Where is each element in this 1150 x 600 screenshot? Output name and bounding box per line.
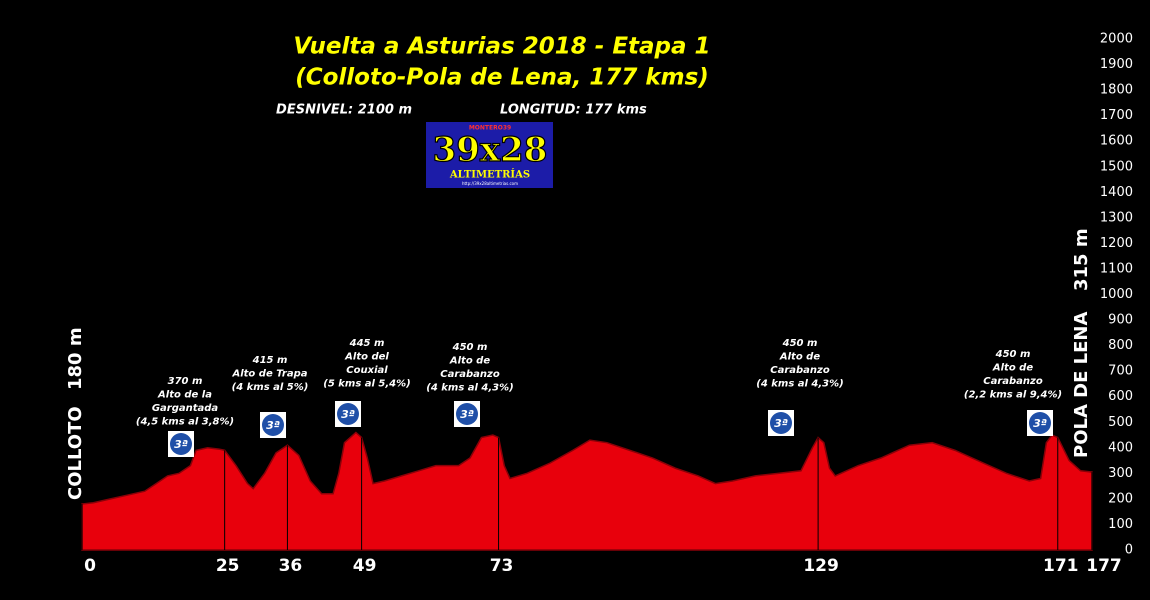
title: Vuelta a Asturias 2018 - Etapa 1 [293, 34, 710, 60]
climb-icon [770, 412, 792, 434]
x-tick-label: 36 [279, 556, 303, 576]
x-tick-label: 49 [353, 556, 377, 576]
y-tick-label: 2000 [1100, 32, 1133, 47]
climb-label: Alto de la [157, 390, 212, 401]
climb-category: 3ª [341, 408, 355, 421]
x-tick-label: 25 [216, 556, 240, 576]
climb-label: (4,5 kms al 3,8%) [136, 417, 234, 428]
climb-category: 3ª [266, 419, 280, 432]
y-tick-label: 1300 [1100, 210, 1133, 225]
x-tick-label: 73 [490, 556, 514, 576]
x-tick-label: 171 [1043, 556, 1079, 576]
desnivel: DESNIVEL: 2100 m [276, 103, 412, 118]
climb-label: (2,2 kms al 9,4%) [964, 390, 1062, 401]
climb-label: 445 m [349, 338, 385, 349]
logo-top: MONTERO39 [469, 125, 511, 132]
longitud: LONGITUD: 177 kms [500, 103, 647, 118]
climb-label: 450 m [452, 342, 488, 353]
logo-box [426, 122, 553, 188]
climb-icon [170, 433, 192, 455]
y-tick-label: 200 [1108, 491, 1133, 506]
y-tick-label: 1600 [1100, 134, 1133, 149]
y-tick-label: 1700 [1100, 108, 1133, 123]
climb-label: Couxial [346, 365, 388, 376]
y-tick-label: 1800 [1100, 83, 1133, 98]
y-tick-label: 1900 [1100, 57, 1133, 72]
climb-category: 3ª [460, 408, 474, 421]
start-elevation: 180 m [65, 327, 86, 390]
y-tick-label: 1500 [1100, 159, 1133, 174]
climb-label: 450 m [995, 349, 1031, 360]
y-tick-label: 300 [1108, 466, 1133, 481]
climb-icon [262, 414, 284, 436]
climb-label: (4 kms al 4,3%) [756, 379, 843, 390]
climb-label: 450 m [782, 338, 818, 349]
finish-elevation: 315 m [1071, 228, 1092, 291]
climb-label: Gargantada [152, 403, 219, 414]
climb-category: 3ª [174, 438, 188, 451]
climb-label: Carabanzo [983, 376, 1043, 387]
climb-label: 415 m [252, 355, 288, 366]
climb-label: Alto del [344, 352, 389, 363]
y-tick-label: 1000 [1100, 287, 1133, 302]
climb-label: (4 kms al 5%) [232, 382, 309, 393]
y-tick-label: 1400 [1100, 185, 1133, 200]
climb-label: (4 kms al 4,3%) [426, 383, 513, 394]
climb-label: Alto de [449, 356, 490, 367]
climb-label: Alto de [992, 363, 1033, 374]
y-tick-label: 800 [1108, 338, 1133, 353]
x-tick-label: 177 [1086, 556, 1122, 576]
y-tick-label: 0 [1125, 543, 1133, 558]
climb-category: 3ª [774, 417, 788, 430]
subtitle: (Colloto-Pola de Lena, 177 kms) [295, 65, 709, 91]
climb-label: Carabanzo [440, 369, 500, 380]
climb-icon [337, 403, 359, 425]
start-label: COLLOTO 180 m [65, 327, 86, 500]
climb-icon [456, 403, 478, 425]
climb-category: 3ª [1033, 417, 1047, 430]
y-tick-label: 1100 [1100, 261, 1133, 276]
y-tick-label: 1200 [1100, 236, 1133, 251]
logo: MONTERO39 39x28 ALTIMETRÍAS http://39x28… [426, 122, 553, 188]
climb-label: 370 m [168, 376, 203, 387]
x-tick-label: 129 [803, 556, 839, 576]
start-name: COLLOTO [65, 406, 86, 500]
y-tick-label: 500 [1108, 415, 1133, 430]
climb-label: (5 kms al 5,4%) [323, 379, 410, 390]
finish-label: POLA DE LENA 315 m [1071, 228, 1092, 458]
y-tick-label: 400 [1108, 440, 1133, 455]
logo-sub: ALTIMETRÍAS [449, 169, 530, 181]
y-tick-label: 100 [1108, 517, 1133, 532]
climb-label: Alto de [779, 352, 820, 363]
y-tick-label: 900 [1108, 313, 1133, 328]
x-tick-label: 0 [84, 556, 96, 576]
y-tick-label: 600 [1108, 389, 1133, 404]
y-tick-label: 700 [1108, 364, 1133, 379]
climb-icon [1029, 412, 1051, 434]
climb-label: Alto de Trapa [231, 369, 307, 380]
finish-name: POLA DE LENA [1071, 312, 1092, 458]
logo-url: http://39x28altimetrias.com [462, 181, 518, 186]
logo-main: 39x28 [433, 130, 548, 170]
climb-label: Carabanzo [770, 365, 830, 376]
